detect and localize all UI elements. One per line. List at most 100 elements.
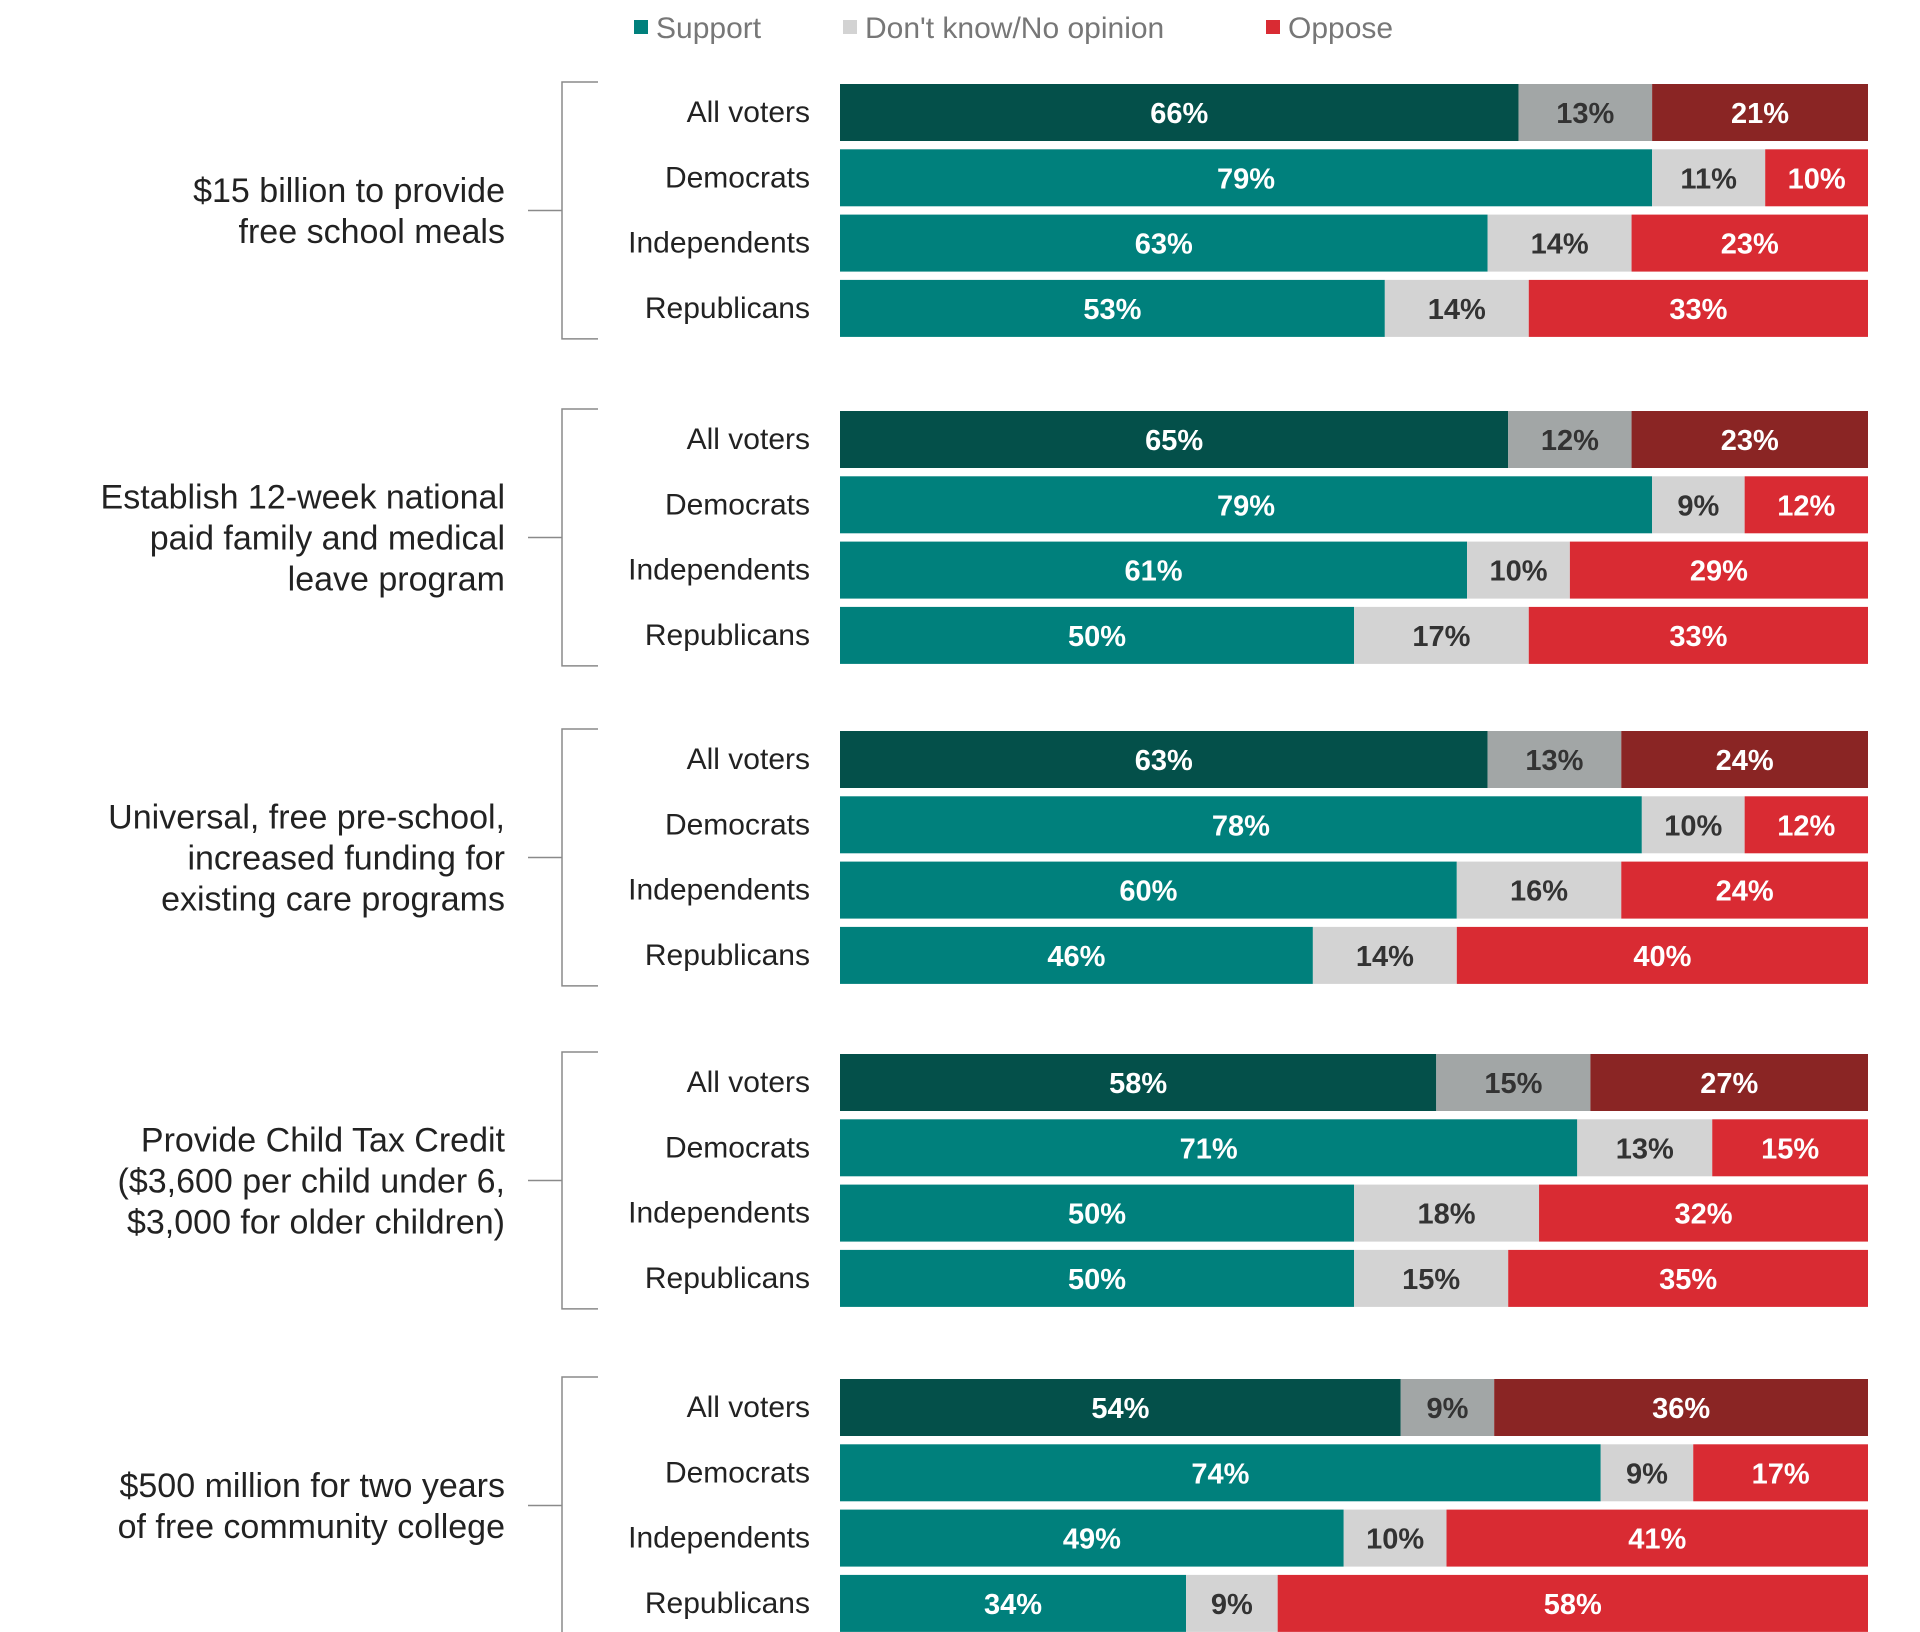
row-label: Democrats: [665, 1456, 810, 1489]
data-label-dk: 13%: [1525, 745, 1583, 777]
data-label-dk: 9%: [1626, 1458, 1668, 1490]
bar-segment-dk: [1186, 1574, 1278, 1632]
data-label-support: 60%: [1119, 876, 1177, 908]
row-label: Democrats: [665, 161, 810, 194]
question-label-line: Universal, free pre-school,: [108, 798, 505, 836]
data-label-dk: 9%: [1677, 490, 1719, 522]
bar-row-independents: Independents 60% 16% 24%: [628, 861, 1868, 919]
bar-segment-oppose: [1528, 279, 1868, 337]
bar-row-democrats: Democrats 78% 10% 12%: [665, 796, 1868, 854]
bar-segment-dk: [1354, 1184, 1540, 1242]
row-label: Independents: [628, 1522, 810, 1555]
data-label-oppose: 12%: [1777, 490, 1835, 522]
bar-segment-support: [840, 926, 1313, 984]
group-bracket: [561, 408, 598, 667]
data-label-oppose: 29%: [1690, 556, 1748, 588]
row-label: Independents: [628, 227, 810, 260]
bar-segment-dk: [1312, 926, 1457, 984]
data-label-support: 50%: [1068, 621, 1126, 653]
bar-row-democrats: Democrats 79% 11% 10%: [665, 149, 1868, 207]
legend-label-dk: Don't know/No opinion: [865, 12, 1164, 45]
bar-row-independents: Independents 61% 10% 29%: [628, 541, 1868, 599]
question-label: Universal, free pre-school, increased fun…: [108, 798, 505, 918]
bar-segment-support: [840, 476, 1653, 534]
bar-segment-dk: [1354, 1249, 1509, 1307]
bar-row-democrats: Democrats 71% 13% 15%: [665, 1119, 1868, 1177]
bar-segment-dk: [1467, 541, 1570, 599]
question-label-line: leave program: [288, 560, 505, 598]
bar-row-all-voters: All voters 58% 15% 27%: [687, 1054, 1868, 1111]
data-label-dk: 12%: [1541, 425, 1599, 457]
data-label-oppose: 23%: [1721, 425, 1779, 457]
data-label-oppose: 12%: [1777, 810, 1835, 842]
question-label-line: $500 million for two years: [119, 1467, 505, 1505]
data-label-support: 61%: [1125, 556, 1183, 588]
question-label-line: Provide Child Tax Credit: [141, 1121, 506, 1159]
question-label: Provide Child Tax Credit ($3,600 per chil…: [118, 1121, 506, 1241]
bar-segment-oppose: [1744, 476, 1868, 534]
bar-segment-dk: [1652, 476, 1745, 534]
question-label-line: free school meals: [239, 213, 505, 251]
bar-row-republicans: Republicans 50% 15% 35%: [645, 1249, 1868, 1307]
bar-segment-oppose: [1712, 1119, 1868, 1177]
bar-segment-oppose: [1631, 214, 1868, 272]
bar-segment-dk: [1652, 149, 1766, 207]
group-bracket: [561, 1376, 598, 1632]
bar-segment-support: [840, 1379, 1401, 1436]
bar-segment-support: [840, 1249, 1354, 1307]
bar-segment-dk: [1577, 1119, 1713, 1177]
data-label-support: 79%: [1217, 490, 1275, 522]
question-label-line: existing care programs: [161, 880, 505, 918]
bar-segment-support: [840, 731, 1488, 788]
bar-segment-support: [840, 411, 1509, 468]
bar-segment-oppose: [1569, 541, 1868, 599]
data-label-oppose: 33%: [1669, 294, 1727, 326]
data-label-oppose: 23%: [1721, 229, 1779, 261]
row-label: Republicans: [645, 1587, 810, 1620]
data-label-oppose: 36%: [1652, 1393, 1710, 1425]
bar-row-independents: Independents 49% 10% 41%: [628, 1509, 1868, 1567]
data-label-dk: 16%: [1510, 876, 1568, 908]
data-label-support: 65%: [1145, 425, 1203, 457]
bar-row-republicans: Republicans 53% 14% 33%: [645, 279, 1868, 337]
row-label: All voters: [687, 1066, 810, 1099]
data-label-oppose: 21%: [1731, 98, 1789, 130]
row-label: Republicans: [645, 939, 810, 972]
data-label-dk: 9%: [1426, 1393, 1468, 1425]
question-label-line: increased funding for: [187, 839, 505, 877]
data-label-support: 79%: [1217, 163, 1275, 195]
data-label-support: 63%: [1135, 745, 1193, 777]
row-label: Independents: [628, 554, 810, 587]
bar-segment-support: [840, 1509, 1344, 1567]
bar-segment-oppose: [1528, 606, 1868, 664]
bar-segment-dk: [1343, 1509, 1447, 1567]
bar-row-all-voters: All voters 65% 12% 23%: [687, 411, 1868, 468]
bar-segment-dk: [1508, 411, 1632, 468]
bar-row-independents: Independents 63% 14% 23%: [628, 214, 1868, 272]
data-label-support: 66%: [1150, 98, 1208, 130]
data-label-support: 53%: [1083, 294, 1141, 326]
bar-segment-dk: [1600, 1444, 1694, 1502]
legend-label-support: Support: [656, 12, 762, 45]
question-group-5: $500 million for two years of free commun…: [118, 1376, 1868, 1632]
bar-row-all-voters: All voters 66% 13% 21%: [687, 84, 1868, 141]
row-label: Democrats: [665, 488, 810, 521]
row-label: All voters: [687, 1391, 810, 1424]
data-label-support: 50%: [1068, 1199, 1126, 1231]
question-group-2: Establish 12-week national paid family an…: [101, 408, 1868, 667]
row-label: Republicans: [645, 1262, 810, 1295]
row-label: Republicans: [645, 619, 810, 652]
bar-segment-oppose: [1508, 1249, 1868, 1307]
bar-segment-support: [840, 1184, 1354, 1242]
data-label-oppose: 35%: [1659, 1264, 1717, 1296]
question-groups: $15 billion to provide free school meals A…: [101, 81, 1868, 1632]
row-label: Independents: [628, 1197, 810, 1230]
bar-segment-support: [840, 1574, 1187, 1632]
data-label-dk: 14%: [1531, 229, 1589, 261]
question-label-line: Establish 12-week national: [101, 478, 505, 516]
data-label-support: 63%: [1135, 229, 1193, 261]
legend-label-oppose: Oppose: [1288, 12, 1393, 45]
data-label-dk: 18%: [1417, 1199, 1475, 1231]
bar-row-republicans: Republicans 50% 17% 33%: [645, 606, 1868, 664]
bar-segment-oppose: [1765, 149, 1868, 207]
